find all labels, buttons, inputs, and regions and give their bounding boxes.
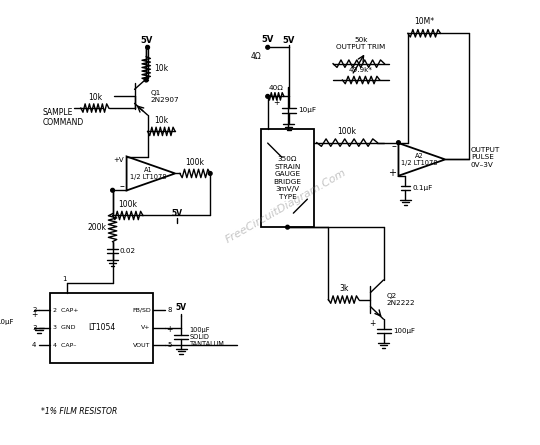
Text: 10μF: 10μF (298, 107, 316, 113)
Text: 5V: 5V (261, 35, 274, 44)
Text: 5V: 5V (140, 36, 152, 45)
FancyBboxPatch shape (50, 292, 153, 363)
Text: 100μF: 100μF (393, 328, 415, 334)
Text: 4  CAP–: 4 CAP– (53, 343, 76, 348)
Text: –: – (119, 182, 124, 191)
Text: 5: 5 (167, 342, 172, 348)
Text: 3  GND: 3 GND (53, 325, 75, 330)
Text: 10M*: 10M* (414, 17, 434, 26)
Text: V+: V+ (141, 325, 151, 330)
Circle shape (144, 78, 148, 82)
Circle shape (111, 188, 114, 192)
Circle shape (146, 45, 150, 49)
Text: 2  CAP+: 2 CAP+ (53, 307, 78, 312)
Text: 0.02: 0.02 (119, 248, 135, 254)
Text: 10k: 10k (88, 93, 102, 102)
Text: FB/SD: FB/SD (132, 307, 151, 312)
Text: –: – (392, 142, 396, 151)
Text: 5V: 5V (282, 36, 295, 45)
Circle shape (266, 45, 269, 49)
Text: 4: 4 (32, 342, 36, 348)
Text: *1% FILM RESISTOR: *1% FILM RESISTOR (41, 407, 117, 417)
Text: 50k
OUTPUT TRIM: 50k OUTPUT TRIM (336, 36, 386, 50)
Text: 0.1μF: 0.1μF (413, 185, 433, 191)
Circle shape (286, 225, 289, 229)
Text: 4Ω: 4Ω (251, 52, 261, 61)
Text: A1
1/2 LT1078: A1 1/2 LT1078 (130, 167, 167, 180)
Circle shape (266, 94, 269, 98)
Text: 5V: 5V (176, 303, 187, 312)
Text: 10k: 10k (154, 116, 168, 125)
Text: LT1054: LT1054 (88, 323, 116, 332)
Text: 1: 1 (62, 276, 67, 282)
Text: 100k: 100k (338, 127, 356, 136)
Text: SAMPLE
COMMAND: SAMPLE COMMAND (43, 108, 84, 127)
Text: 49.9k*: 49.9k* (349, 67, 373, 73)
Text: 100μF
SOLID
TANTALUM: 100μF SOLID TANTALUM (190, 327, 225, 347)
Text: 3k: 3k (339, 284, 348, 293)
Text: 3: 3 (32, 324, 36, 331)
Text: 8: 8 (167, 307, 172, 313)
Text: OUTPUT
PULSE
0V–3V: OUTPUT PULSE 0V–3V (471, 146, 500, 168)
FancyBboxPatch shape (261, 129, 314, 227)
Text: 10μF: 10μF (0, 319, 14, 325)
Circle shape (208, 172, 212, 175)
Text: 100k: 100k (186, 158, 205, 167)
Text: VOUT: VOUT (133, 343, 151, 348)
Text: 5V: 5V (171, 209, 182, 218)
Text: 2: 2 (32, 307, 36, 313)
Text: 100k: 100k (118, 200, 137, 209)
Text: +: + (369, 319, 375, 328)
Text: 40Ω: 40Ω (268, 85, 283, 91)
Text: +V: +V (113, 158, 124, 163)
Circle shape (396, 141, 400, 145)
Text: Q1
2N2907: Q1 2N2907 (151, 90, 179, 103)
Text: +: + (31, 311, 37, 320)
Text: FreeCircuitDiagram.Com: FreeCircuitDiagram.Com (224, 167, 348, 245)
Text: 200k: 200k (87, 223, 106, 232)
Text: 10k: 10k (154, 64, 168, 73)
Text: +: + (273, 97, 279, 107)
Text: +: + (388, 167, 396, 178)
Text: 350Ω
STRAIN
GAUGE
BRIDGE
3mV/V
TYPE: 350Ω STRAIN GAUGE BRIDGE 3mV/V TYPE (274, 156, 301, 200)
Text: Q2
2N2222: Q2 2N2222 (387, 293, 415, 306)
Text: A2
1/2 LT1078: A2 1/2 LT1078 (401, 153, 438, 166)
Text: +: + (166, 325, 173, 334)
